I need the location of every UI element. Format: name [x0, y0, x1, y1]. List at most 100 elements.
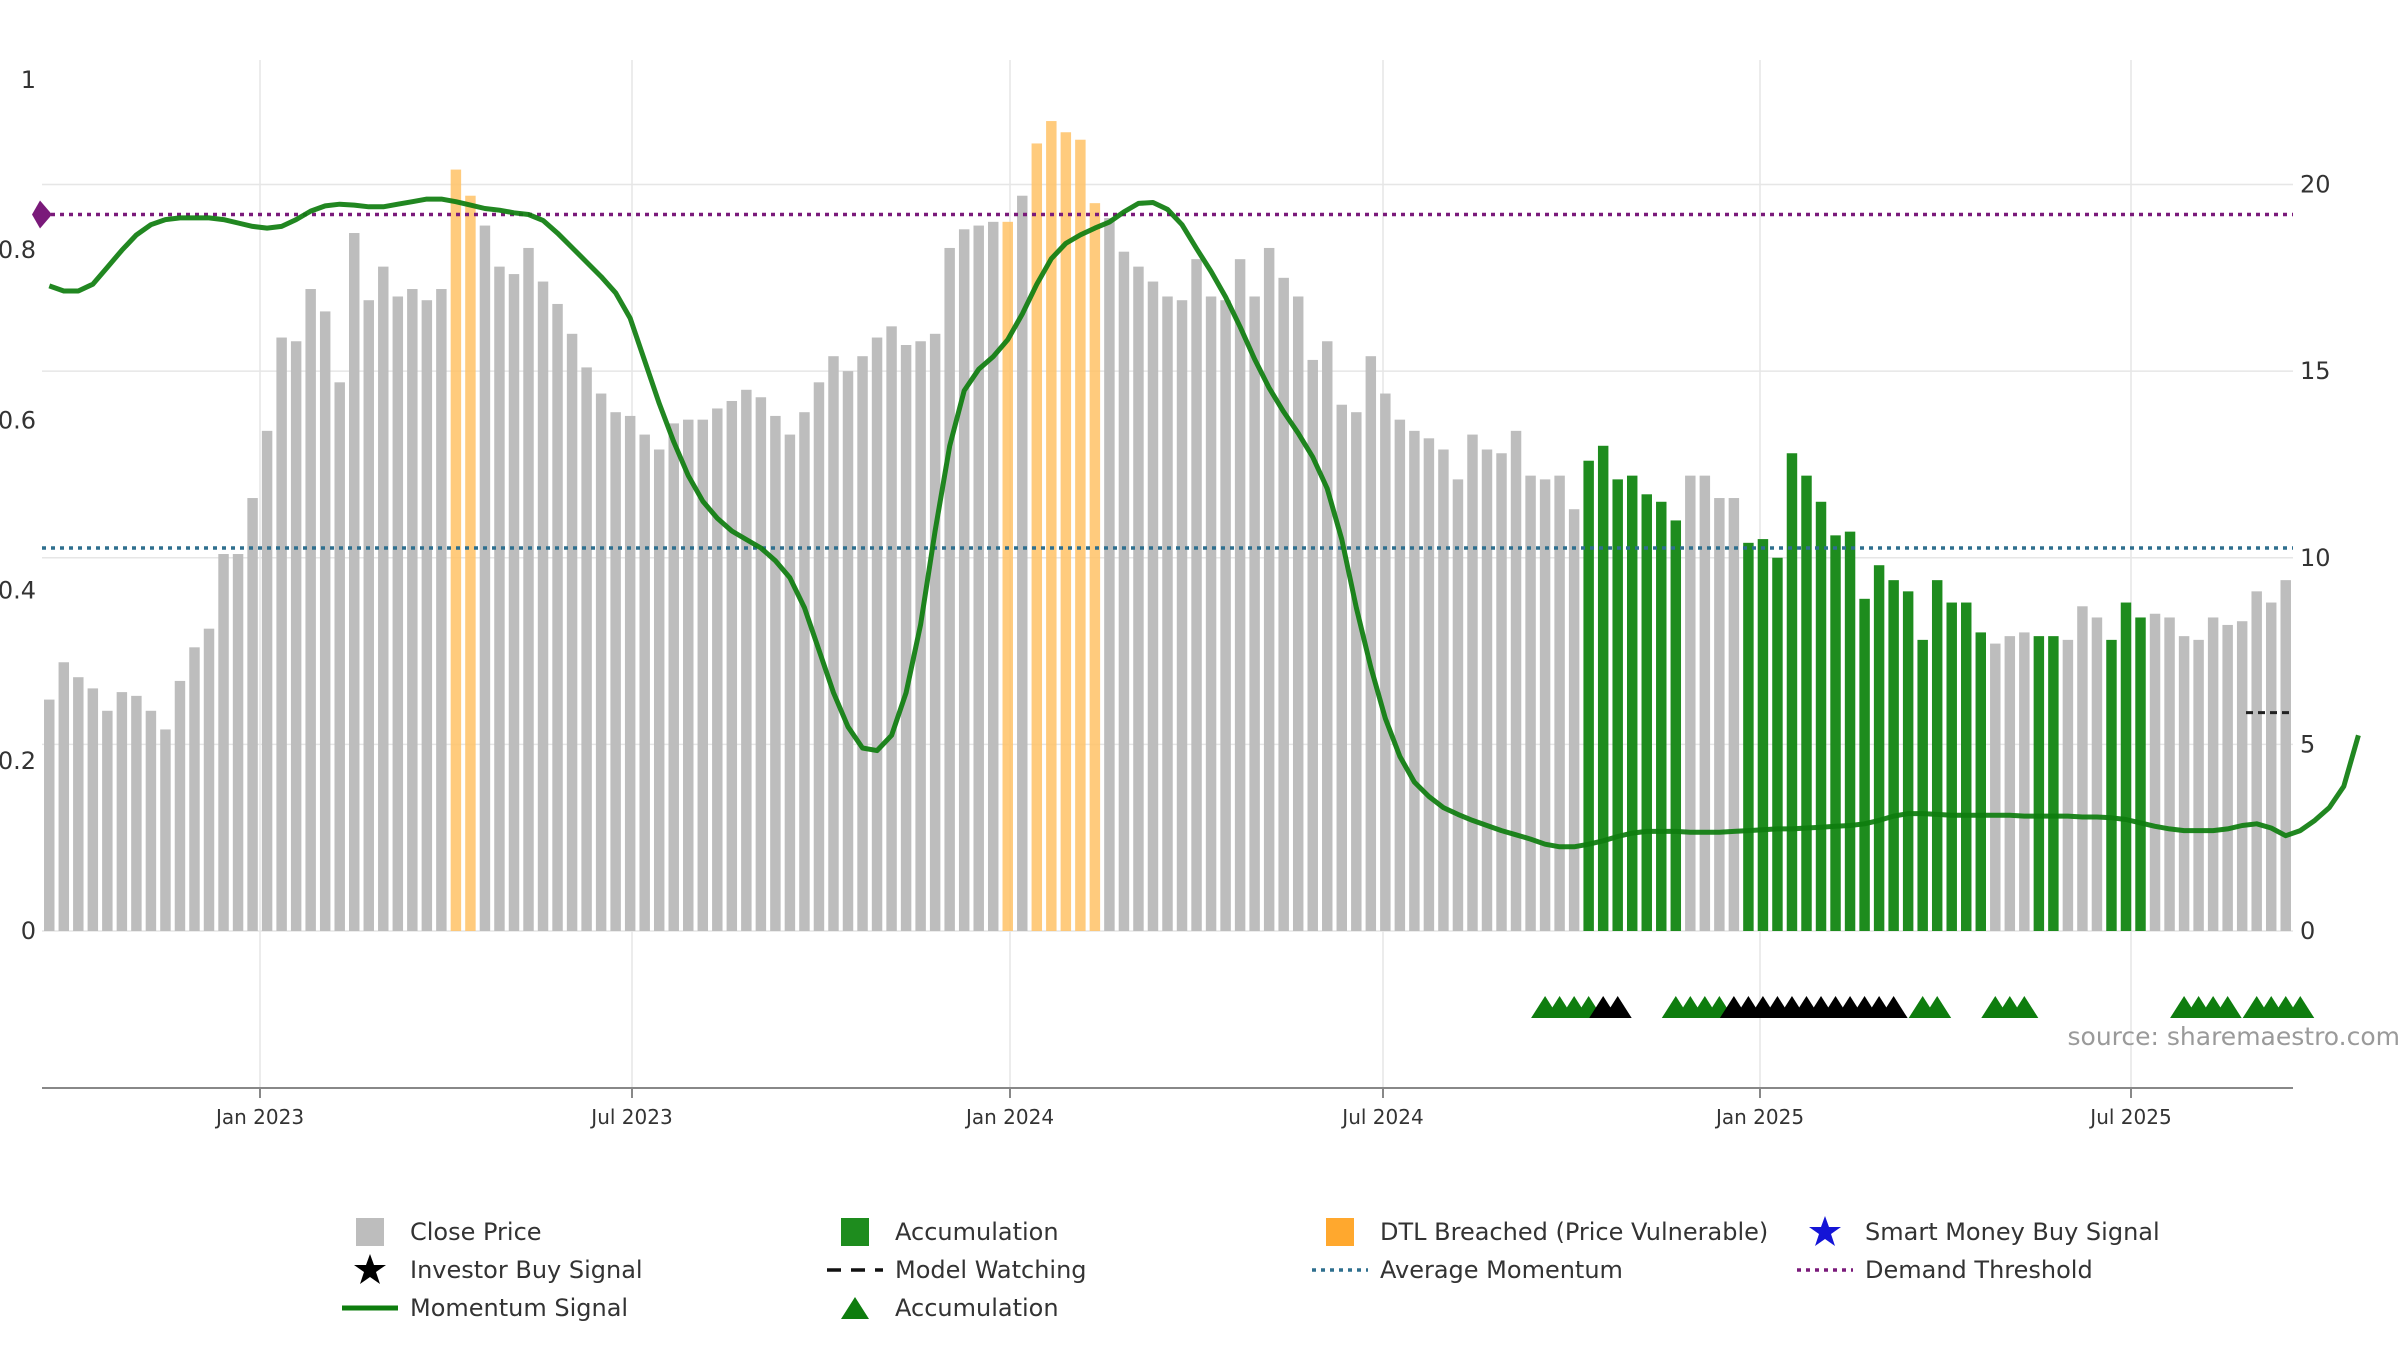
close-price-bar — [973, 225, 984, 931]
close-price-bar — [1525, 475, 1536, 931]
accumulation-bar — [1786, 453, 1798, 931]
close-price-bar — [189, 647, 200, 931]
indicator-lines — [32, 196, 2361, 850]
legend-item: Average Momentum — [1310, 1253, 1623, 1287]
accumulation-bar — [1844, 531, 1856, 931]
legend-item: Model Watching — [825, 1253, 1087, 1287]
close-price-bar — [218, 554, 229, 931]
accumulation-bar — [1656, 501, 1667, 931]
close-price-bar — [1205, 296, 1217, 932]
close-price-bar — [174, 680, 186, 931]
close-price-bar — [1104, 218, 1115, 932]
legend-label: Smart Money Buy Signal — [1865, 1218, 2160, 1246]
close-price-bar — [102, 710, 113, 931]
accumulation-bar — [1873, 565, 1885, 931]
accumulation-bar — [1772, 557, 1783, 931]
close-price-bar — [349, 233, 360, 931]
close-price-bar — [1990, 643, 2001, 931]
y-right-tick-label: 10 — [2300, 544, 2331, 572]
legend-item: Momentum Signal — [340, 1291, 628, 1325]
close-price-bar — [624, 415, 636, 931]
close-price-bar — [784, 434, 796, 931]
close-price-bar — [378, 266, 389, 931]
y-left-tick-label: 1 — [21, 66, 36, 94]
dotted-purple-icon — [1795, 1253, 1855, 1287]
close-price-bar — [610, 412, 621, 931]
legend-label: Average Momentum — [1380, 1256, 1623, 1284]
close-price-bar — [1438, 449, 1449, 931]
close-price-bar — [566, 333, 578, 931]
close-price-bar — [1568, 509, 1580, 931]
dtl-breached-bar — [450, 169, 462, 931]
line-green-icon — [340, 1291, 400, 1325]
close-price-bar — [1510, 430, 1522, 931]
close-price-bar — [712, 408, 723, 932]
close-price-bar — [1481, 449, 1493, 931]
close-price-bar — [421, 300, 433, 932]
demand-threshold-marker — [32, 200, 52, 229]
axes: Jan 2023 Jul 2023 Jan 2024 Jul 2024 Jan 2025… — [0, 66, 2331, 1129]
investor-buy-triangle — [1603, 996, 1632, 1018]
close-price-bar — [2164, 617, 2175, 931]
x-tick-label: Jul 2023 — [589, 1105, 672, 1129]
y-left-tick-label: 0.8 — [0, 236, 36, 264]
close-price-bar — [1351, 412, 1362, 931]
close-price-bar — [581, 367, 592, 931]
close-price-bar — [958, 229, 970, 932]
dtl-breached-bar — [1075, 139, 1086, 932]
close-price-bar — [58, 662, 70, 931]
close-price-bar — [290, 341, 302, 931]
close-price-bar — [1118, 251, 1130, 931]
close-price-bar — [1249, 296, 1260, 932]
close-price-bar — [1176, 300, 1188, 932]
close-price-bar — [697, 419, 709, 931]
y-left-tick-label: 0.4 — [0, 577, 36, 605]
legend-item: Investor Buy Signal — [340, 1253, 643, 1287]
close-price-bar — [1496, 453, 1507, 931]
legend-item: DTL Breached (Price Vulnerable) — [1310, 1215, 1768, 1249]
accumulation-bar — [1902, 591, 1914, 931]
close-price-bar — [276, 337, 287, 931]
accumulation-bar — [2033, 636, 2045, 931]
square-orange-icon — [1310, 1215, 1370, 1249]
momentum-signal-line — [48, 196, 2361, 850]
x-tick-label: Jul 2025 — [2088, 1105, 2171, 1129]
close-price-bar — [319, 311, 331, 931]
close-price-bar — [1220, 300, 1231, 932]
close-price-bar — [741, 389, 752, 931]
x-tick-label: Jul 2024 — [1340, 1105, 1423, 1129]
accumulation-bar — [2135, 617, 2146, 931]
close-price-bar — [1162, 296, 1173, 932]
close-price-bar — [2265, 602, 2277, 931]
accumulation-bar — [1946, 602, 1957, 931]
close-price-bar — [1380, 393, 1391, 931]
close-price-bar — [1322, 341, 1333, 931]
investor-buy-triangle — [1879, 996, 1908, 1018]
close-price-bar — [842, 371, 854, 931]
legend-label: Close Price — [410, 1218, 542, 1246]
y-left-tick-label: 0 — [21, 917, 36, 945]
accumulation-bar — [1597, 445, 1609, 931]
close-price-bar — [2149, 613, 2161, 931]
square-green-icon — [825, 1215, 885, 1249]
accumulation-bar — [1583, 460, 1594, 931]
close-price-bar — [900, 345, 912, 931]
close-price-bar — [2062, 639, 2074, 931]
close-price-bar — [1234, 259, 1246, 931]
accumulation-triangle — [2010, 996, 2039, 1018]
close-price-bar — [87, 688, 99, 931]
accumulation-bar — [1743, 542, 1754, 931]
close-price-bar — [1133, 266, 1144, 931]
accumulation-triangle — [2213, 996, 2242, 1018]
close-price-bar — [407, 289, 418, 931]
square-gray-icon — [340, 1215, 400, 1249]
close-price-bar — [392, 296, 404, 932]
close-price-bar — [145, 710, 157, 931]
accumulation-bar — [1757, 539, 1769, 931]
y-left-tick-label: 0.6 — [0, 406, 36, 434]
close-price-bar — [44, 699, 55, 931]
close-price-bar — [1539, 479, 1551, 931]
y-right-tick-label: 5 — [2300, 730, 2315, 758]
close-price-bar — [1307, 359, 1318, 931]
legend-label: Accumulation — [895, 1218, 1059, 1246]
